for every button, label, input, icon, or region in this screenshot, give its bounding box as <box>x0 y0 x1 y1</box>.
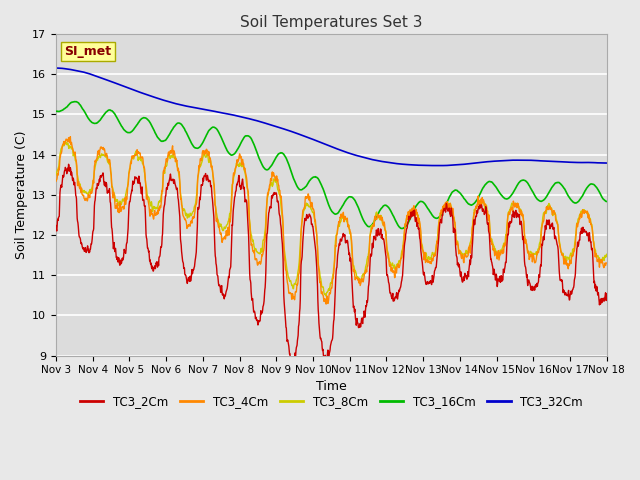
Legend: TC3_2Cm, TC3_4Cm, TC3_8Cm, TC3_16Cm, TC3_32Cm: TC3_2Cm, TC3_4Cm, TC3_8Cm, TC3_16Cm, TC3… <box>75 390 588 412</box>
Y-axis label: Soil Temperature (C): Soil Temperature (C) <box>15 131 28 259</box>
X-axis label: Time: Time <box>316 380 347 393</box>
Text: SI_met: SI_met <box>64 45 111 58</box>
Title: Soil Temperatures Set 3: Soil Temperatures Set 3 <box>240 15 422 30</box>
